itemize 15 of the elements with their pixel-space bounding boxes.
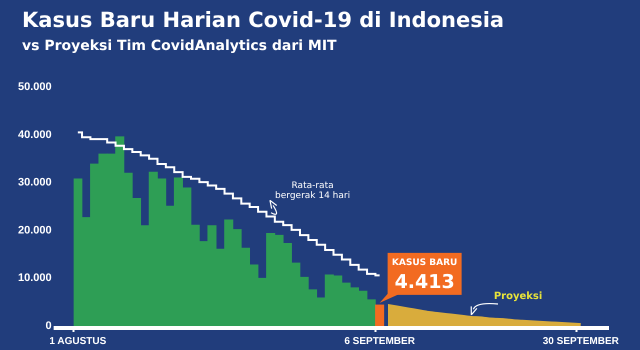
y-tick-label: 50.000 bbox=[18, 81, 52, 94]
x-tick-label: 30 SEPTEMBER bbox=[542, 336, 620, 347]
y-tick-label: 30.000 bbox=[18, 176, 52, 189]
data-label: 4.413 bbox=[394, 270, 455, 293]
x-tick-label: 6 SEPTEMBER bbox=[344, 336, 416, 347]
y-tick-label: 40.000 bbox=[18, 128, 52, 141]
chart-title: Kasus Baru Harian Covid-19 di Indonesia bbox=[22, 8, 504, 32]
series-label: Proyeksi bbox=[494, 291, 542, 302]
y-tick-label: 10.000 bbox=[18, 272, 52, 284]
chart-subtitle: vs Proyeksi Tim CovidAnalytics dari MIT bbox=[22, 38, 337, 54]
y-tick-label: 0 bbox=[46, 320, 52, 332]
annotation: KASUS BARU bbox=[392, 258, 458, 268]
y-tick-label: 20.000 bbox=[18, 224, 52, 236]
x-tick-label: 1 AGUSTUS bbox=[49, 336, 107, 347]
series-label: Rata-rata bergerak 14 hari bbox=[275, 180, 350, 201]
